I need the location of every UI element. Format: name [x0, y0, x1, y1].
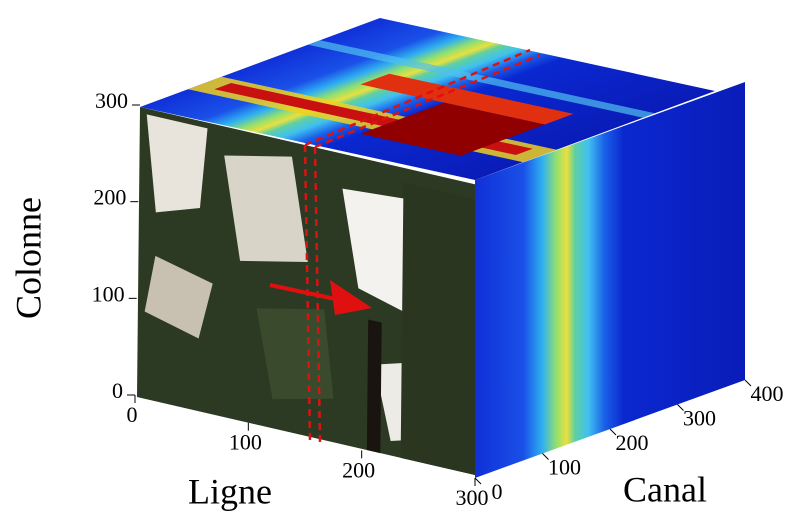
z-tick-label: 100 [548, 455, 581, 480]
tick-mark [609, 428, 617, 436]
tick-mark [542, 453, 549, 460]
arrow [269, 283, 341, 302]
z-axis-label: Canal [623, 469, 707, 509]
y-tick-label: 200 [93, 185, 126, 210]
spectral-face [475, 82, 745, 478]
tick-mark [677, 404, 684, 411]
x-tick-label: 300 [456, 485, 489, 510]
z-tick-label: 400 [751, 381, 784, 406]
z-tick-label: 0 [492, 479, 503, 504]
top-face [140, 18, 715, 180]
z-tick-label: 300 [683, 406, 716, 431]
tick-mark [474, 477, 482, 485]
y-tick-label: 100 [92, 281, 125, 306]
x-tick-label: 200 [342, 457, 375, 482]
x-axis-label: Ligne [188, 471, 272, 511]
z-tick-label: 200 [616, 430, 649, 455]
x-tick-label: 100 [229, 430, 262, 455]
y-tick-label: 0 [112, 378, 123, 403]
y-tick-label: 300 [95, 88, 128, 113]
tick-mark [744, 379, 752, 387]
arrow-head [330, 280, 372, 315]
y-axis-label: Colonne [8, 197, 48, 319]
x-tick-label: 0 [127, 402, 138, 427]
